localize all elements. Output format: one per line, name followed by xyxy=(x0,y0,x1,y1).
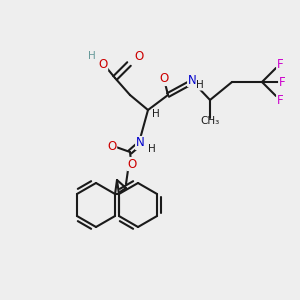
Text: O: O xyxy=(128,158,136,170)
Text: N: N xyxy=(136,136,144,149)
Text: O: O xyxy=(107,140,117,152)
Text: N: N xyxy=(188,74,196,86)
Text: H: H xyxy=(196,80,204,90)
Text: O: O xyxy=(98,58,108,70)
Text: H: H xyxy=(152,109,160,119)
Text: O: O xyxy=(107,140,117,152)
Text: O: O xyxy=(159,73,169,85)
Text: F: F xyxy=(277,94,283,106)
Text: O: O xyxy=(159,73,169,85)
Text: F: F xyxy=(279,76,285,88)
Text: CH₃: CH₃ xyxy=(200,116,220,126)
Text: O: O xyxy=(134,50,144,62)
Text: F: F xyxy=(279,76,285,88)
Text: O: O xyxy=(128,158,136,170)
Text: H: H xyxy=(148,144,156,154)
Text: F: F xyxy=(277,58,283,70)
Text: H: H xyxy=(88,51,96,61)
Text: H: H xyxy=(196,80,204,90)
Text: H: H xyxy=(148,144,156,154)
Text: N: N xyxy=(188,74,196,86)
Text: O: O xyxy=(98,58,108,70)
Text: O: O xyxy=(134,50,144,62)
Text: F: F xyxy=(277,58,283,70)
Text: H: H xyxy=(152,109,160,119)
Text: N: N xyxy=(136,136,144,149)
Text: F: F xyxy=(277,94,283,106)
Text: H: H xyxy=(88,50,96,62)
